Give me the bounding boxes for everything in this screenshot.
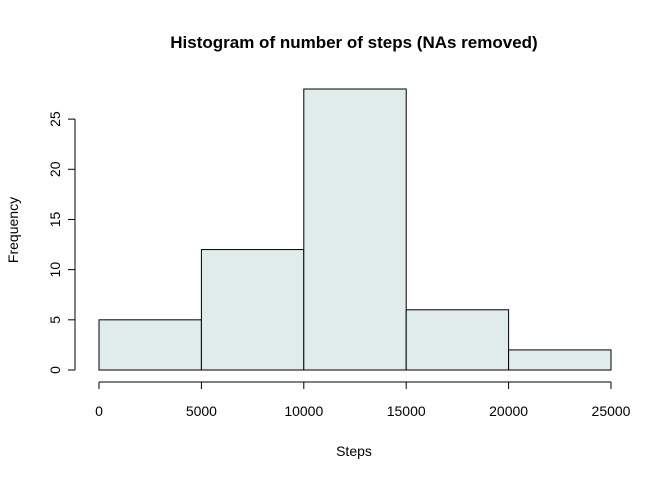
x-tick-label-5: 25000 [592,403,631,419]
y-tick-label-0: 0 [47,366,63,374]
y-tick-label-5: 25 [47,111,63,127]
histogram-bar-0 [98,319,202,371]
y-tick-label-3: 15 [47,211,63,227]
x-tick-label-3: 15000 [387,403,426,419]
bars-group [98,88,612,371]
x-tick-label-0: 0 [95,403,103,419]
x-axis-label: Steps [336,443,372,459]
chart-title: Histogram of number of steps (NAs remove… [170,33,537,52]
y-tick-label-2: 10 [47,262,63,278]
histogram-bar-3 [405,309,510,371]
x-tick-label-1: 5000 [186,403,217,419]
histogram-bar-4 [508,349,612,371]
histogram-bar-1 [200,249,305,371]
y-tick-label-1: 5 [47,316,63,324]
x-tick-label-4: 20000 [489,403,528,419]
histogram-bar-2 [303,88,407,371]
y-axis: 0 5 10 15 20 25 [47,111,76,374]
y-axis-label: Frequency [5,197,21,263]
x-axis: 0 5000 10000 15000 20000 25000 [95,381,631,419]
x-tick-label-2: 10000 [284,403,323,419]
y-tick-label-4: 20 [47,161,63,177]
